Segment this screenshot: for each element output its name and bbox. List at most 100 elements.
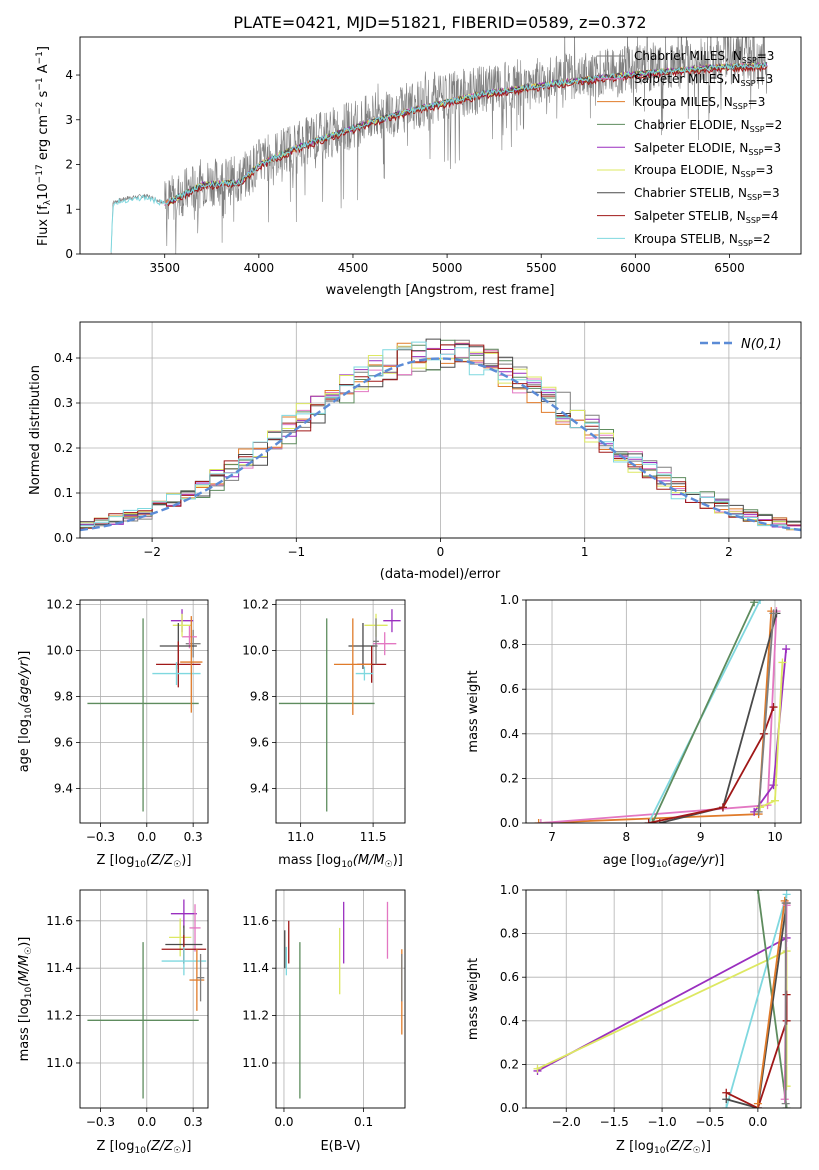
subscript: ☉ <box>693 1146 701 1156</box>
text: =2 <box>753 232 771 246</box>
x-axis-label: E(B-V) <box>320 1139 360 1154</box>
weight-marker <box>644 819 653 823</box>
legend-label: Salpeter ELODIE, NSSP=3 <box>634 141 781 157</box>
text: =3 <box>756 72 774 86</box>
histograms <box>80 338 801 532</box>
text: =3 <box>763 141 781 155</box>
weight-marker <box>722 1088 731 1097</box>
weight-marker <box>782 1104 791 1108</box>
y-tick-label: 11.2 <box>46 1009 73 1023</box>
y-tick-label: 2 <box>65 158 73 172</box>
text: =4 <box>761 209 779 223</box>
axes-frame <box>79 36 802 255</box>
x-tick-label: 2 <box>725 545 733 559</box>
axes-residuals: −2 −1 0 1 2 0.0 0.1 0.2 0.3 0.4 (data-model)/error… <box>28 321 802 582</box>
text: , N <box>716 95 733 109</box>
y-tick-label: 9.8 <box>250 690 269 704</box>
subscript: ☉ <box>173 860 181 870</box>
x-axis-label: (data-model)/error <box>380 567 501 582</box>
x-tick-label: 4500 <box>338 261 369 275</box>
residual-histogram <box>80 341 801 530</box>
x-tick-label: 11.5 <box>360 830 387 844</box>
subscript: 10 <box>341 860 353 870</box>
weight-marker <box>753 890 762 894</box>
x-axis-label: mass [log10(M/M☉)] <box>278 853 403 870</box>
x-tick-label: 1 <box>581 545 589 559</box>
text: , N <box>730 186 747 200</box>
subscript: 10 <box>656 860 668 870</box>
text: )] <box>181 853 191 868</box>
x-tick-label: 6000 <box>620 261 651 275</box>
error-bars <box>278 609 401 812</box>
subscript: SSP <box>747 193 762 202</box>
y-tick-label: 1.0 <box>500 593 519 607</box>
weight-marker <box>533 1064 542 1073</box>
y-tick-label: 9.4 <box>250 782 269 796</box>
weight-line <box>540 611 778 823</box>
text: =2 <box>765 118 783 132</box>
weight-marker <box>756 803 765 812</box>
subscript: SSP <box>742 56 757 65</box>
y-tick-label: 0.4 <box>54 351 73 365</box>
y-tick-label: 11.6 <box>242 914 269 928</box>
legend-label: Kroupa MILES, NSSP=3 <box>634 95 765 111</box>
subscript: SSP <box>738 239 753 248</box>
y-tick-label: 0.6 <box>500 682 519 696</box>
x-tick-label: 0.0 <box>274 1115 293 1129</box>
axes-spectrum: 3500 4000 4500 5000 5500 6000 6500 0 1 2 3 4 wavelen… <box>35 36 802 298</box>
spectrum-traces <box>110 37 768 254</box>
y-tick-label: 10.2 <box>242 598 269 612</box>
axes-massweight-vs-age: 7 8 9 10 0.0 0.2 0.4 0.6 0.8 1.0 age [log10(age/yr… <box>466 593 802 870</box>
weight-marker <box>782 645 791 654</box>
legend-label: Kroupa STELIB, NSSP=2 <box>634 232 771 248</box>
subscript: 10 <box>134 860 146 870</box>
text: erg cm <box>36 115 51 164</box>
text: (M/M <box>353 853 385 868</box>
weight-lines <box>533 890 791 1108</box>
subscript: 10 <box>654 1146 666 1156</box>
axes-massweight-vs-Z: −2.0 −1.5 −1.0 −0.5 0.0 0.0 0.2 0.4 0.6 0.8 1.0 Z [… <box>466 883 802 1156</box>
y-axis-label: age [log10(age/yr)] <box>17 651 34 773</box>
text: , N <box>732 141 749 155</box>
x-axis-label: Z [log10(Z/Z☉)] <box>616 1139 711 1156</box>
axes-mass-vs-EBV: 0.0 0.1 11.0 11.2 11.4 11.6 E(B-V) <box>242 889 406 1154</box>
axes-frame <box>525 889 802 1109</box>
subscript: ☉ <box>385 860 393 870</box>
x-tick-label: 0 <box>437 545 445 559</box>
y-tick-label: 0 <box>65 247 73 261</box>
y-tick-label: 10.0 <box>242 644 269 658</box>
weight-line <box>651 601 756 823</box>
x-tick-label: 8 <box>623 830 631 844</box>
y-tick-label: 3 <box>65 113 73 127</box>
y-tick-label: 1 <box>65 202 73 216</box>
text: (M/M <box>17 955 32 987</box>
x-tick-label: 11.0 <box>287 830 314 844</box>
weight-marker <box>756 600 765 604</box>
y-tick-label: 11.6 <box>46 914 73 928</box>
text: =3 <box>748 95 766 109</box>
y-tick-label: 0.1 <box>54 486 73 500</box>
x-tick-label: 0.0 <box>137 1115 156 1129</box>
axes-age-vs-Z: −0.3 0.0 0.3 9.4 9.6 9.8 10.0 10.2 Z [log10(Z/Z☉… <box>17 598 209 870</box>
error-bars <box>87 609 203 812</box>
weight-marker <box>769 703 778 712</box>
weight-line <box>725 894 788 1108</box>
weight-marker <box>770 796 779 805</box>
x-tick-label: 0.3 <box>184 1115 203 1129</box>
x-tick-label: 7 <box>548 830 556 844</box>
weight-marker <box>780 1095 789 1104</box>
x-axis-label: Z [log10(Z/Z☉)] <box>97 853 192 870</box>
model-spectrum <box>110 61 767 253</box>
text: =3 <box>756 163 774 177</box>
y-tick-label: 0.0 <box>500 1101 519 1115</box>
x-axis-label: Z [log10(Z/Z☉)] <box>97 1139 192 1156</box>
spectrum-legend: Chabrier MILES, NSSP=3 Salpeter MILES, N… <box>634 49 782 248</box>
superscript: −2 <box>35 102 45 115</box>
text: (age/yr <box>667 853 715 868</box>
x-tick-label: −0.3 <box>86 830 115 844</box>
subscript: SSP <box>741 170 756 179</box>
y-tick-label: 0.8 <box>500 927 519 941</box>
x-tick-label: 0.0 <box>137 830 156 844</box>
superscript: −1 <box>35 51 45 64</box>
